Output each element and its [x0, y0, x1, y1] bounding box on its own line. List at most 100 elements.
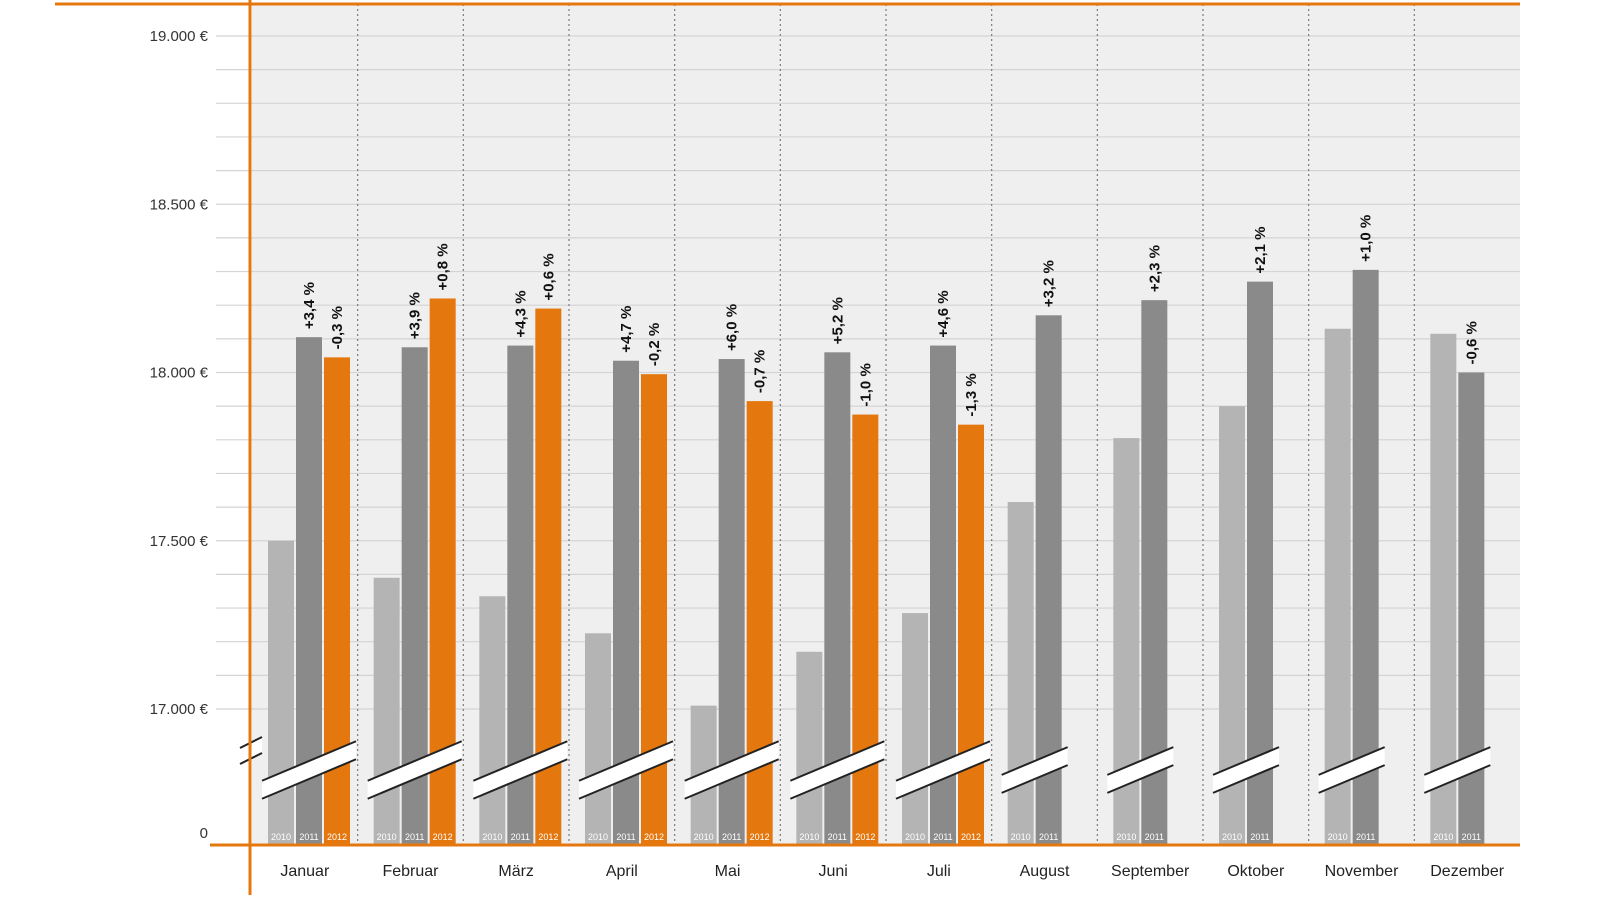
change-label: -0,3 %	[329, 306, 346, 349]
axis-break-line	[1423, 746, 1491, 776]
axis-break	[473, 741, 568, 799]
bar-year-label: 2010	[905, 832, 925, 842]
bar-year-label: 2010	[1011, 832, 1031, 842]
axis-break-line	[1212, 764, 1280, 794]
axis-break-line	[261, 758, 357, 800]
bar-year-label: 2012	[644, 832, 664, 842]
month-label: Juli	[927, 863, 951, 880]
bar-year-label: 2011	[933, 832, 952, 842]
month-label: August	[1020, 863, 1070, 880]
axis-break-line	[1106, 746, 1174, 776]
bar-year-label: 2011	[405, 832, 424, 842]
change-label: +5,2 %	[829, 297, 846, 344]
y-tick-label: 17.000 €	[150, 701, 209, 718]
change-label: -0,7 %	[752, 350, 769, 393]
bar-year-label: 2011	[616, 832, 635, 842]
bar-year-label: 2011	[1250, 832, 1269, 842]
bar-year-label: 2012	[538, 832, 558, 842]
bar-year-label: 2010	[271, 832, 291, 842]
axis-break-line	[684, 758, 780, 800]
change-label: +3,9 %	[407, 292, 424, 339]
axis-break-line	[789, 740, 885, 782]
bar-2010	[479, 596, 506, 845]
axis-break	[1424, 747, 1491, 793]
y-tick-label: 17.500 €	[150, 533, 209, 550]
month-label: März	[498, 863, 534, 880]
bar-year-label: 2010	[1328, 832, 1348, 842]
bar-2010	[796, 651, 823, 845]
bar-year-label: 2012	[433, 832, 453, 842]
change-label: +0,8 %	[435, 243, 452, 290]
bar-year-label: 2011	[511, 832, 530, 842]
change-label: -1,3 %	[963, 373, 980, 416]
axis-break-line	[1001, 764, 1069, 794]
axis-break-line	[1106, 764, 1174, 794]
axis-break-line	[261, 740, 357, 782]
change-label: +4,7 %	[618, 306, 635, 353]
change-label: +2,1 %	[1252, 227, 1269, 274]
change-label: +0,6 %	[540, 253, 557, 300]
bar-year-label: 2011	[828, 832, 847, 842]
axis-break-line	[1318, 746, 1386, 776]
bar-year-label: 2011	[1356, 832, 1375, 842]
change-label: +3,4 %	[301, 282, 318, 329]
change-label: +1,0 %	[1358, 215, 1375, 262]
axis-break-line	[1212, 746, 1280, 776]
y-tick-label: 0	[200, 825, 208, 842]
bar-year-label: 2010	[588, 832, 608, 842]
axis-break-line	[895, 740, 991, 782]
axis-break-line	[1318, 764, 1386, 794]
bar-2012	[641, 374, 667, 845]
bar-year-label: 2010	[1433, 832, 1453, 842]
change-label: +3,2 %	[1041, 260, 1058, 307]
bar-year-label: 2010	[694, 832, 714, 842]
axis-break	[1001, 747, 1068, 793]
change-label: -1,0 %	[857, 363, 874, 406]
y-tick-label: 18.500 €	[150, 196, 209, 213]
axis-break-line	[789, 758, 885, 800]
axis-break	[684, 741, 779, 799]
month-label: Oktober	[1227, 863, 1285, 880]
bar-2010	[585, 633, 611, 845]
bar-2012	[746, 401, 773, 845]
axis-break	[1107, 747, 1174, 793]
month-label: Juni	[818, 863, 847, 880]
bar-year-label: 2010	[482, 832, 502, 842]
bar-year-label: 2011	[1462, 832, 1481, 842]
bar-year-label: 2010	[1222, 832, 1242, 842]
bar-year-label: 2011	[1039, 832, 1058, 842]
axis-break-line	[367, 758, 463, 800]
axis-break	[367, 741, 462, 799]
month-label: Februar	[382, 863, 439, 880]
axis-break-line	[1423, 764, 1491, 794]
bar-2010	[373, 577, 400, 845]
axis-break-line	[578, 740, 674, 782]
change-label: +6,0 %	[724, 304, 741, 351]
bar-2010	[1324, 328, 1351, 845]
axis-break-line	[367, 740, 463, 782]
axis-break-line	[472, 740, 568, 782]
axis-break	[579, 741, 673, 799]
axis-break	[1213, 747, 1279, 793]
bar-2010	[902, 613, 928, 845]
y-tick-label: 19.000 €	[150, 28, 209, 45]
bar-2011	[1352, 269, 1379, 845]
month-label: April	[606, 863, 638, 880]
change-label: +4,3 %	[512, 290, 529, 337]
bar-2010	[1430, 333, 1457, 845]
bar-year-label: 2012	[750, 832, 770, 842]
month-label: November	[1325, 863, 1399, 880]
axis-break-line	[1001, 746, 1069, 776]
bar-year-label: 2012	[327, 832, 347, 842]
bar-2012	[958, 424, 984, 845]
month-label: September	[1111, 863, 1190, 880]
bar-year-label: 2011	[722, 832, 741, 842]
axis-break	[262, 741, 356, 799]
change-label: -0,6 %	[1463, 321, 1480, 364]
bar-2010	[1007, 502, 1034, 845]
axis-break	[1318, 747, 1385, 793]
change-label: -0,2 %	[646, 323, 663, 366]
month-label: Dezember	[1430, 863, 1504, 880]
